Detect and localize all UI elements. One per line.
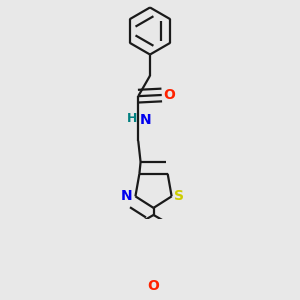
Text: H: H [127, 112, 137, 125]
Text: O: O [163, 88, 175, 102]
Text: N: N [121, 189, 133, 203]
Text: O: O [148, 279, 160, 293]
Text: N: N [140, 113, 152, 127]
Text: S: S [175, 189, 184, 203]
